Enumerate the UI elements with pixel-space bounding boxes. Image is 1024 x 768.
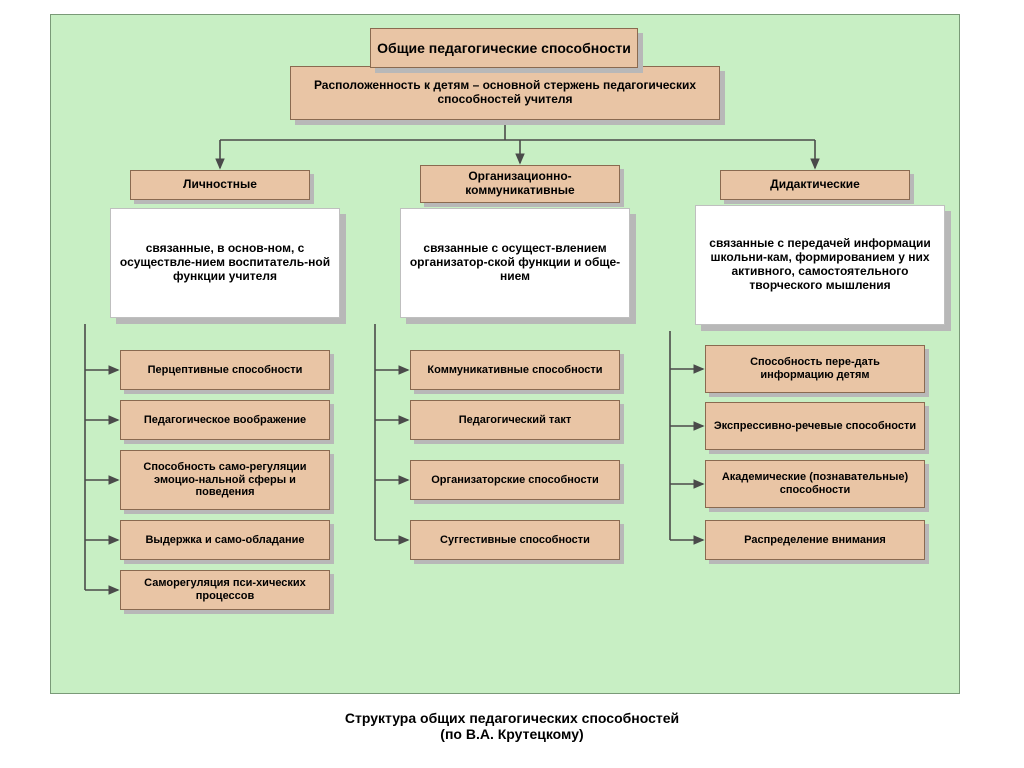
item-didactic-2: Академические (познавательные) способнос… [705,460,925,508]
category-orgcomm: Организационно-коммуникативные [420,165,620,203]
item-personal-1: Педагогическое воображение [120,400,330,440]
item-personal-2: Способность само-регуляции эмоцио-нально… [120,450,330,510]
diagram-canvas: Расположенность к детям – основной стерж… [0,0,1024,768]
item-orgcomm-1: Педагогический такт [410,400,620,440]
item-didactic-3: Распределение внимания [705,520,925,560]
category-didactic: Дидактические [720,170,910,200]
item-orgcomm-0: Коммуникативные способности [410,350,620,390]
category-personal: Личностные [130,170,310,200]
desc-didactic: связанные с передачей информации школьни… [695,205,945,325]
root-title: Общие педагогические способности [370,28,638,68]
desc-personal: связанные, в основ-ном, с осуществле-ние… [110,208,340,318]
item-orgcomm-2: Организаторские способности [410,460,620,500]
caption-line-1: Структура общих педагогических способнос… [0,710,1024,726]
item-personal-3: Выдержка и само-обладание [120,520,330,560]
desc-orgcomm: связанные с осущест-влением организатор-… [400,208,630,318]
item-personal-0: Перцептивные способности [120,350,330,390]
item-didactic-0: Способность пере-дать информацию детям [705,345,925,393]
diagram-caption: Структура общих педагогических способнос… [0,710,1024,742]
item-didactic-1: Экспрессивно-речевые способности [705,402,925,450]
item-orgcomm-3: Суггестивные способности [410,520,620,560]
root-subtitle: Расположенность к детям – основной стерж… [290,66,720,120]
item-personal-4: Саморегуляция пси-хических процессов [120,570,330,610]
caption-line-2: (по В.А. Крутецкому) [0,726,1024,742]
